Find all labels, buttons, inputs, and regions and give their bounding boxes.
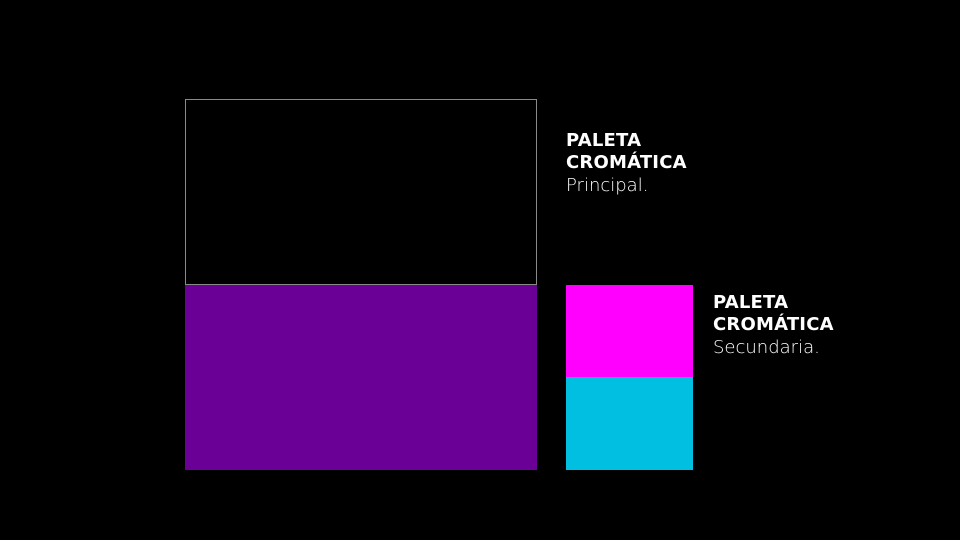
secondary-title: PALETA CROMÁTICA — [713, 292, 834, 335]
swatch-magenta — [566, 285, 693, 377]
primary-subtitle: Principal. — [566, 175, 649, 196]
secondary-label: PALETA CROMÁTICA Secundaria. — [713, 292, 853, 360]
swatch-purple — [185, 285, 537, 470]
secondary-subtitle: Secundaria. — [713, 337, 820, 358]
primary-title: PALETA CROMÁTICA — [566, 130, 687, 173]
primary-label: PALETA CROMÁTICA Principal. — [566, 130, 706, 198]
swatch-cyan — [566, 377, 693, 470]
swatch-black — [185, 99, 537, 285]
